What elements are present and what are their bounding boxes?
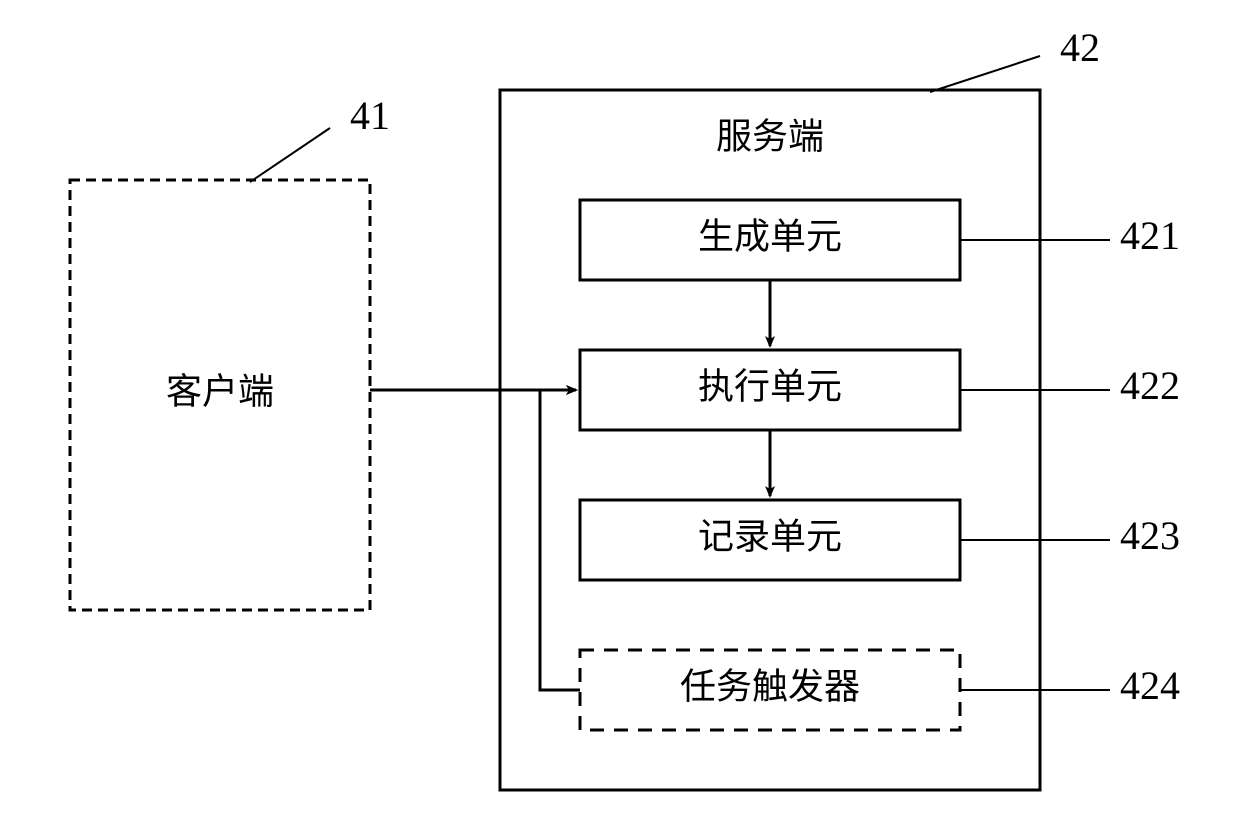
unit-trig-label: 任务触发器 xyxy=(680,666,860,706)
server-number: 42 xyxy=(1060,25,1100,70)
unit-trig: 任务触发器 424 xyxy=(580,650,1180,730)
client-leader xyxy=(250,128,330,182)
unit-rec-label: 记录单元 xyxy=(698,516,842,556)
unit-exec: 执行单元 422 xyxy=(580,350,1180,430)
unit-gen-label: 生成单元 xyxy=(698,216,842,256)
unit-trig-number: 424 xyxy=(1120,663,1180,708)
unit-rec: 记录单元 423 xyxy=(580,500,1180,580)
unit-exec-label: 执行单元 xyxy=(698,366,842,406)
server-leader xyxy=(930,56,1040,92)
client-number: 41 xyxy=(350,93,390,138)
server-title: 服务端 xyxy=(716,116,824,156)
unit-exec-number: 422 xyxy=(1120,363,1180,408)
trigger-loop-arrow xyxy=(540,390,580,690)
unit-gen-number: 421 xyxy=(1120,213,1180,258)
unit-rec-number: 423 xyxy=(1120,513,1180,558)
unit-gen: 生成单元 421 xyxy=(580,200,1180,280)
client-box: 客户端 xyxy=(70,180,370,610)
client-label: 客户端 xyxy=(166,371,274,411)
